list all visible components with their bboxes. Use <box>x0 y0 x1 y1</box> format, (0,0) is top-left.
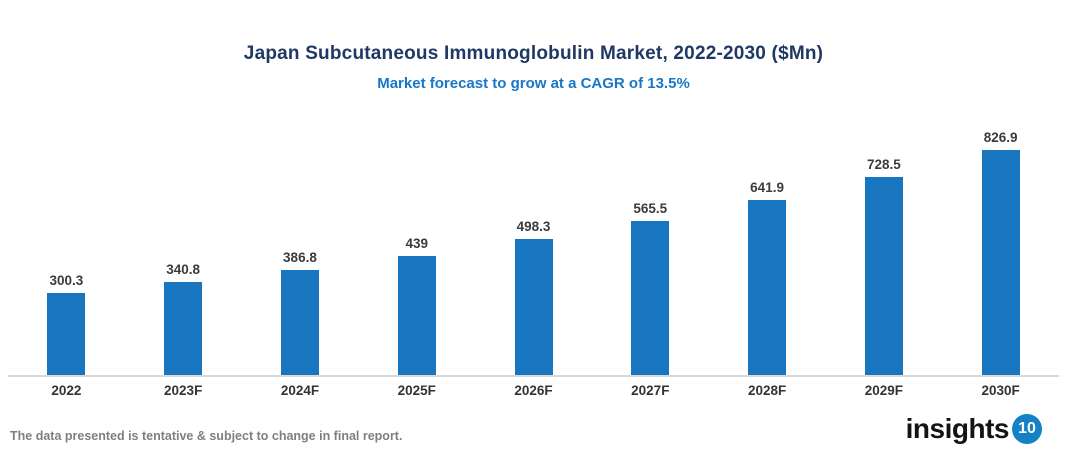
bar-column: 728.5 <box>825 157 942 375</box>
bar-value-label: 826.9 <box>983 130 1018 145</box>
bar-value-label: 439 <box>405 235 428 251</box>
bar-column: 498.3 <box>475 219 592 375</box>
bar-column: 300.3 <box>8 273 125 375</box>
x-axis-label: 2024F <box>280 383 320 398</box>
bar-value-label: 565.5 <box>633 201 668 217</box>
x-axis-label: 2029F <box>864 383 903 398</box>
bar <box>981 150 1020 375</box>
x-axis: 2022 2023F 2024F 2025F 2026F 2027F 2028F 2029F 2… <box>8 379 1059 398</box>
bar-column: 340.8 <box>125 262 242 375</box>
bar-value-label: 641.9 <box>750 180 784 196</box>
chart-title: Japan Subcutaneous Immunoglobulin Market… <box>243 43 824 64</box>
bar-value-label: 300.3 <box>49 273 84 289</box>
bar <box>631 221 670 375</box>
bar-column: 439 <box>358 235 475 375</box>
bar-column: 565.5 <box>592 201 709 375</box>
x-axis-label: 2030F <box>981 383 1020 398</box>
x-axis-label: 2023F <box>164 383 203 398</box>
x-axis-label: 2025F <box>397 383 436 398</box>
bar <box>864 176 903 375</box>
logo-badge-icon: 10 <box>1012 414 1042 444</box>
bar-column: 386.8 <box>242 250 359 375</box>
bar <box>397 255 436 375</box>
bar <box>514 239 553 375</box>
bar <box>47 293 86 375</box>
bar-value-label: 340.8 <box>166 262 201 278</box>
logo-wordmark: insights <box>905 413 1010 444</box>
bar-value-label: 728.5 <box>866 156 901 172</box>
bar-value-label: 386.8 <box>283 249 317 265</box>
bar-column: 641.9 <box>709 180 826 375</box>
bar-chart: 300.3 340.8 386.8 439 498.3 565.5 641.9 728.5 82… <box>8 130 1059 377</box>
x-axis-label: 2027F <box>631 383 670 398</box>
x-axis-label: 2028F <box>747 383 787 398</box>
bar <box>280 269 319 375</box>
insights10-logo: insights 10 <box>906 414 1042 444</box>
bar <box>164 282 203 375</box>
x-axis-label: 2026F <box>514 383 553 398</box>
chart-subtitle: Market forecast to grow at a CAGR of 13.… <box>377 75 690 92</box>
footer-disclaimer: The data presented is tentative & subjec… <box>10 429 403 443</box>
x-axis-label: 2022 <box>51 383 82 398</box>
bar-column: 826.9 <box>942 130 1059 375</box>
bar-value-label: 498.3 <box>516 219 551 235</box>
bar <box>748 200 787 375</box>
